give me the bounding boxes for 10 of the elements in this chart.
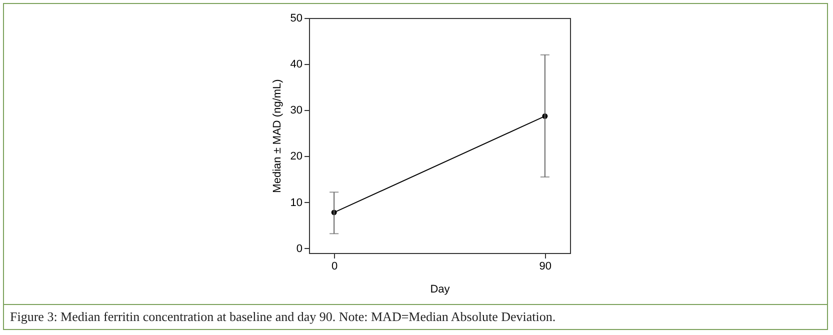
y-tick-label: 50 — [290, 12, 302, 24]
y-tick-label: 40 — [290, 58, 302, 71]
y-tick-label: 20 — [290, 150, 302, 163]
x-tick-label: 90 — [539, 260, 552, 272]
y-axis-title: Median ± MAD (ng/mL) — [271, 79, 284, 193]
y-tick-label: 30 — [290, 104, 302, 117]
caption: Figure 3: Median ferritin concentration at baseline and day 90. Note: MAD=Median Absolute Deviation. — [10, 309, 556, 325]
x-axis-title: Day — [430, 284, 450, 296]
y-tick-label: 0 — [296, 242, 302, 255]
y-tick-label: 10 — [290, 196, 302, 209]
